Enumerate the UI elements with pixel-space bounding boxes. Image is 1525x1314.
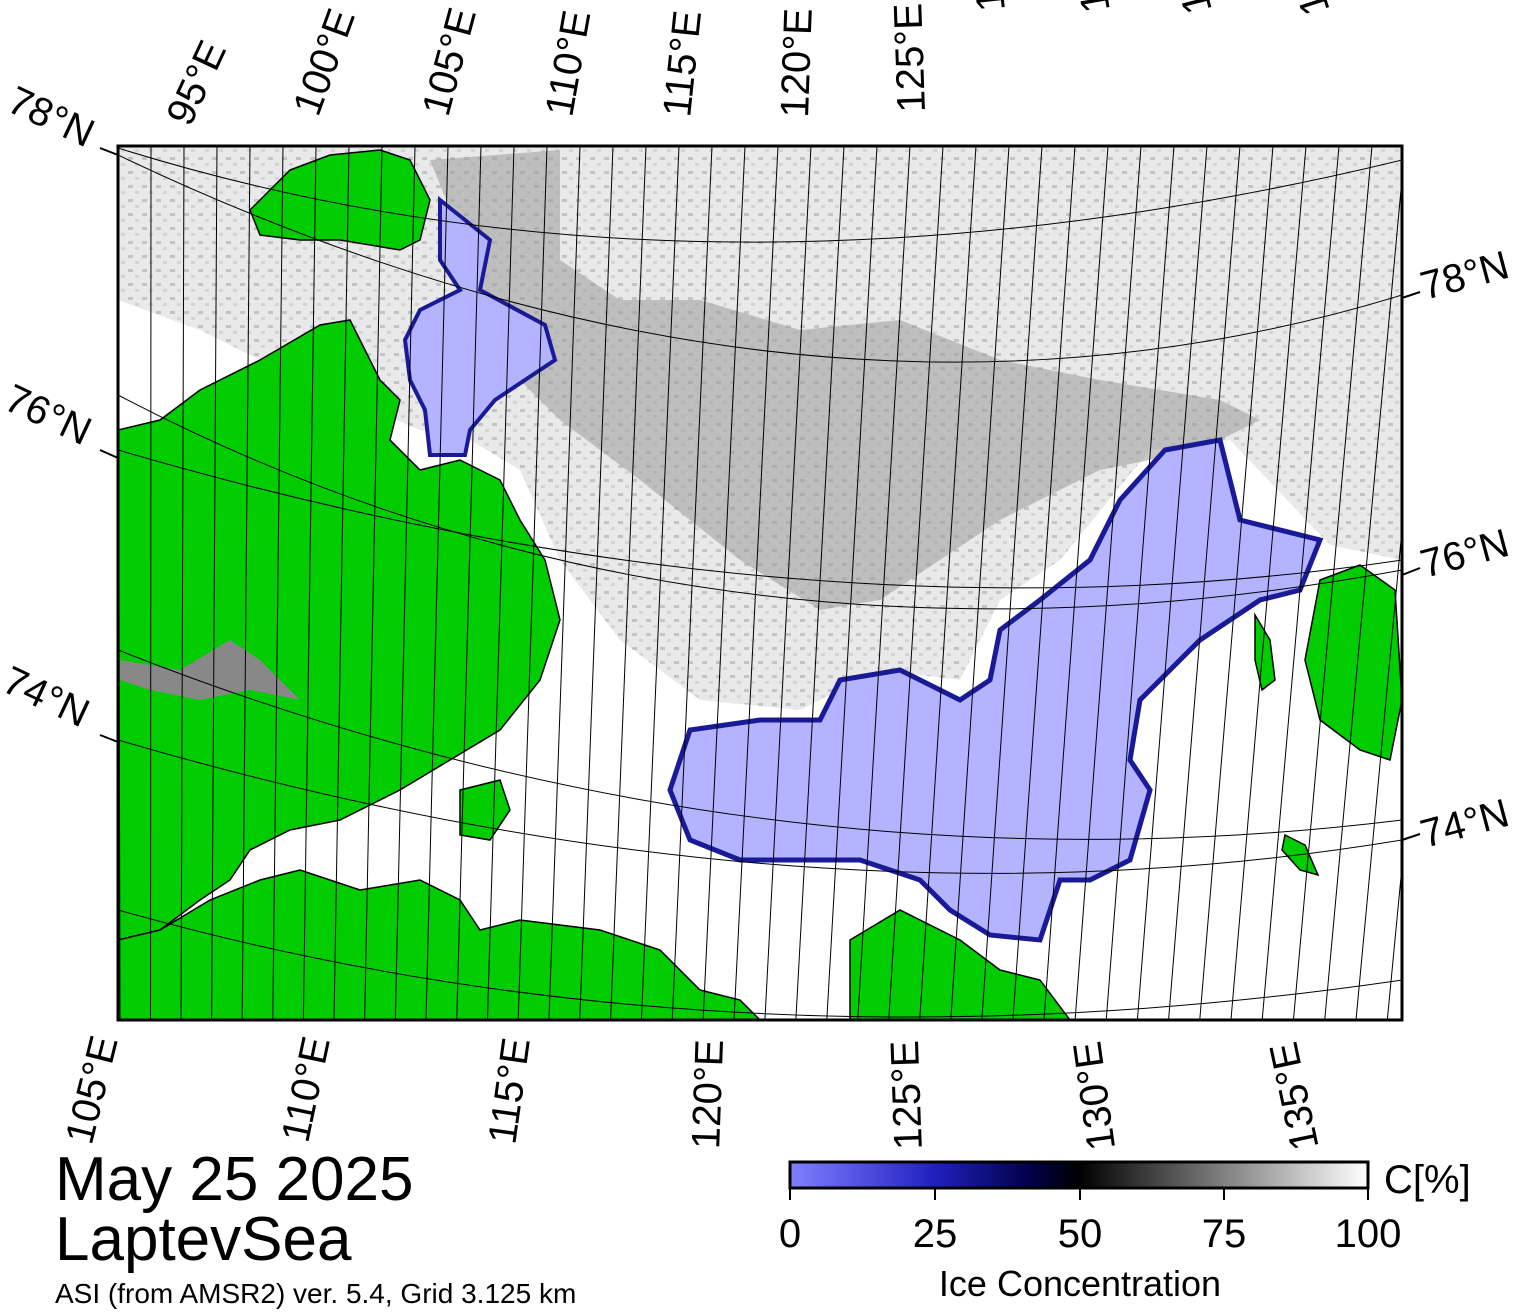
meridian-line (981, 146, 1043, 1020)
top-lon-label: 140°E (1152, 0, 1221, 18)
meridian-line (1012, 146, 1076, 1020)
meridian-line (333, 146, 350, 1020)
pack-ice-dark-band (430, 150, 1260, 610)
right-lat-label: 76°N (1416, 521, 1514, 587)
colorbar-ticks (789, 1188, 1369, 1200)
meridian-line (610, 146, 647, 1020)
bottom-lon-label: 115°E (481, 1035, 539, 1147)
top-lon-label: 125°E (886, 2, 934, 113)
right-latitude-labels: 78°N 76°N 74°N (1416, 243, 1514, 857)
right-lat-label: 74°N (1416, 791, 1514, 857)
left-lat-label: 74°N (0, 658, 96, 736)
bottom-lon-label: 110°E (274, 1033, 339, 1146)
meridian-line (364, 146, 383, 1020)
colorbar-tick-75: 75 (1201, 1212, 1247, 1256)
polynya-west (402, 195, 558, 457)
top-lon-label: 130°E (959, 0, 1014, 14)
map-date: May 25 2025 (55, 1145, 414, 1214)
meridian-line (548, 146, 581, 1020)
right-lat-label: 78°N (1416, 243, 1514, 309)
meridian-line (919, 146, 977, 1020)
meridian-line (826, 146, 878, 1020)
meridian-line (579, 146, 614, 1020)
map-region: LaptevSea (55, 1205, 352, 1274)
meridian-line (1292, 146, 1373, 1020)
meridian-line (486, 146, 515, 1020)
meridian-line (456, 146, 482, 1020)
map-source: ASI (from AMSR2) ver. 5.4, Grid 3.125 km (55, 1278, 577, 1309)
meridian-line (517, 146, 548, 1020)
polynya-east (667, 437, 1324, 943)
meridian-line (1043, 146, 1109, 1020)
bottom-lon-label: 105°E (58, 1032, 127, 1149)
top-lon-label: 100°E (285, 3, 364, 121)
top-lon-label: 95°E (158, 34, 235, 132)
colorbar-title: Ice Concentration (938, 1263, 1222, 1304)
frame-ticks (99, 147, 1421, 841)
left-latitude-labels: 78°N 76°N 74°N (0, 78, 101, 736)
meridians (118, 146, 1402, 1020)
top-lon-label: 115°E (655, 8, 710, 118)
meridian-line (888, 146, 944, 1020)
meridian-line (702, 146, 746, 1020)
colorbar-tick-25: 25 (912, 1212, 958, 1256)
meridian-line (1136, 146, 1208, 1020)
meridian-line (795, 146, 845, 1020)
meridian-line (1230, 146, 1307, 1020)
top-lon-label: 120°E (773, 7, 821, 118)
meridian-line (671, 146, 713, 1020)
meridian-line (272, 146, 284, 1020)
map-frame (116, 144, 1404, 1022)
meridian-line (1105, 146, 1175, 1020)
meridian-line (1324, 173, 1402, 1020)
bottom-longitude-labels: 105°E 110°E 115°E 120°E 125°E 130°E 135°E (58, 1032, 1328, 1155)
bottom-lon-label: 125°E (883, 1040, 931, 1151)
top-lon-label: 110°E (538, 7, 600, 119)
meridian-line (394, 146, 416, 1020)
land-new-siberian (1304, 564, 1402, 761)
meridian-line (1355, 524, 1402, 1020)
meridian-line (950, 146, 1010, 1020)
meridian-line (241, 146, 251, 1020)
meridian-line (1074, 146, 1142, 1020)
meridian-line (211, 146, 218, 1020)
colorbar-tick-0: 0 (778, 1212, 802, 1256)
top-lon-label: 105°E (414, 3, 485, 120)
colorbar-unit: C[%] (1384, 1158, 1471, 1202)
land-small-island-1 (1254, 612, 1276, 692)
meridian-line (1199, 146, 1274, 1020)
left-lat-label: 78°N (1, 78, 101, 156)
bottom-lon-label: 135°E (1262, 1038, 1328, 1154)
graticule (118, 147, 1402, 1018)
land-severnaya-zemlya (249, 149, 431, 251)
land-mainland-south (118, 869, 762, 1020)
top-longitude-labels: 95°E 100°E 105°E 110°E 115°E 120°E 125°E 130°E 1… (158, 0, 1338, 132)
left-lat-label: 76°N (0, 376, 98, 454)
map-area (118, 146, 1402, 1020)
meridian-line (764, 146, 812, 1020)
bottom-lon-label: 130°E (1065, 1039, 1124, 1153)
meridian-line (1261, 146, 1340, 1020)
meridian-line (1168, 146, 1241, 1020)
meridian-line (857, 146, 911, 1020)
colorbar (788, 1160, 1370, 1190)
land-taymyr (118, 319, 561, 941)
colorbar-tick-50: 50 (1057, 1212, 1103, 1256)
meridian-line (640, 146, 680, 1020)
colorbar-tick-100: 100 (1334, 1212, 1402, 1256)
top-lon-label: 145°E (1263, 0, 1339, 21)
top-lon-label: 135°E (1057, 0, 1119, 16)
bottom-lon-label: 120°E (684, 1039, 732, 1150)
meridian-line (733, 146, 779, 1020)
meridian-line (180, 146, 185, 1020)
land-ice-patch (120, 640, 300, 700)
meridian-line (425, 146, 449, 1020)
meridian-line (302, 146, 317, 1020)
